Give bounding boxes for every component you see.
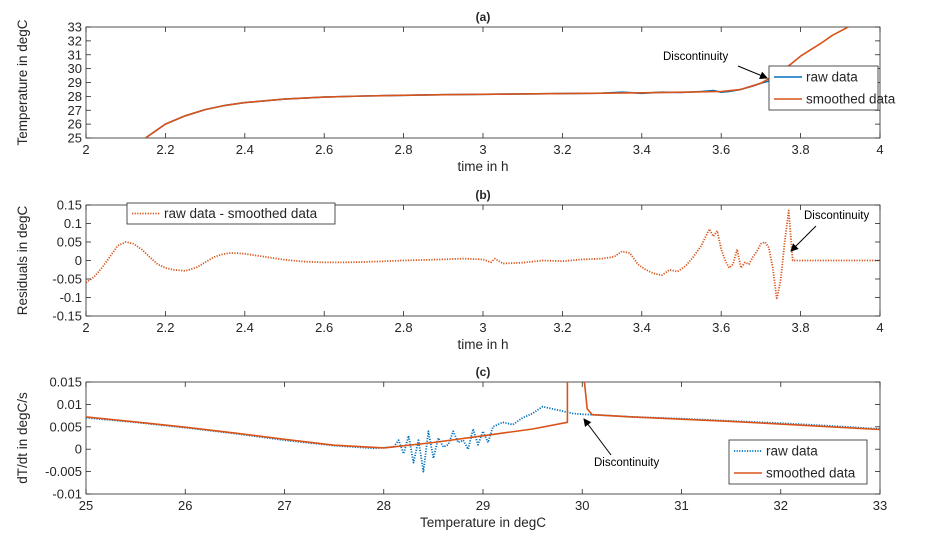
x-tick-label: 30 xyxy=(575,498,589,513)
x-tick-label: 3.4 xyxy=(633,142,651,157)
annotation-text: Discontinuity xyxy=(663,51,728,63)
y-tick-label: 0.01 xyxy=(57,397,82,412)
y-tick-label: 0.005 xyxy=(49,419,82,434)
y-tick-label: 25 xyxy=(68,131,82,146)
x-tick-label: 2.6 xyxy=(315,142,333,157)
panel-title: (b) xyxy=(475,188,490,202)
x-tick-label: 26 xyxy=(178,498,192,513)
y-tick-label: -0.15 xyxy=(52,309,82,324)
x-tick-label: 3 xyxy=(479,320,486,335)
x-tick-label: 3.8 xyxy=(792,320,810,335)
y-tick-label: 0.015 xyxy=(49,375,82,390)
x-tick-label: 2.6 xyxy=(315,320,333,335)
y-tick-label: 31 xyxy=(68,47,82,62)
x-tick-label: 2 xyxy=(82,142,89,157)
y-tick-label: -0.05 xyxy=(52,272,82,287)
x-tick-label: 3.2 xyxy=(553,320,571,335)
y-tick-label: 0 xyxy=(75,253,82,268)
y-tick-label: 29 xyxy=(68,75,82,90)
legend-label: smoothed data xyxy=(766,466,856,481)
y-tick-label: 33 xyxy=(68,20,82,35)
x-tick-label: 29 xyxy=(476,498,490,513)
y-tick-label: -0.005 xyxy=(45,464,82,479)
series-line-smoothed-data xyxy=(86,382,880,449)
x-tick-label: 3.2 xyxy=(553,142,571,157)
x-tick-label: 27 xyxy=(277,498,291,513)
y-tick-label: 0.05 xyxy=(57,235,82,250)
x-tick-label: 2.4 xyxy=(236,142,254,157)
x-tick-label: 3.4 xyxy=(633,320,651,335)
legend-box xyxy=(728,439,868,485)
annotation-text: Discontinuity xyxy=(804,210,869,222)
legend-box xyxy=(126,202,336,225)
plot-area-0 xyxy=(85,26,881,139)
x-axis-label: time in h xyxy=(457,337,508,352)
x-tick-label: 2.4 xyxy=(236,320,254,335)
x-tick-label: 3.6 xyxy=(712,320,730,335)
y-tick-label: -0.1 xyxy=(60,290,82,305)
y-tick-label: -0.01 xyxy=(52,487,82,502)
x-axis-label: time in h xyxy=(457,159,508,174)
x-tick-label: 32 xyxy=(774,498,788,513)
x-axis-label: Temperature in degC xyxy=(420,515,546,530)
y-tick-label: 26 xyxy=(68,117,82,132)
annotation-arrow xyxy=(790,225,817,252)
y-axis-label: Residuals in degC xyxy=(15,205,30,315)
x-tick-label: 4 xyxy=(876,142,883,157)
legend-box xyxy=(768,65,879,111)
annotation-arrow xyxy=(737,65,768,80)
x-tick-label: 28 xyxy=(377,498,391,513)
y-tick-label: 32 xyxy=(68,33,82,48)
x-tick-label: 3.8 xyxy=(792,142,810,157)
series-line-raw-data xyxy=(86,405,880,473)
y-axis-label: dT/dt in degC/s xyxy=(15,392,30,484)
x-tick-label: 3 xyxy=(479,142,486,157)
panel-title: (a) xyxy=(476,10,491,24)
legend-label: raw data xyxy=(766,444,818,459)
y-tick-label: 28 xyxy=(68,89,82,104)
x-tick-label: 3.6 xyxy=(712,142,730,157)
legend-label: smoothed data xyxy=(806,92,896,107)
y-tick-label: 30 xyxy=(68,61,82,76)
panel-title: (c) xyxy=(476,365,491,379)
annotation-arrow xyxy=(583,418,612,456)
y-axis-label: Temperature in degC xyxy=(15,19,30,145)
x-tick-label: 4 xyxy=(876,320,883,335)
series-line-raw-data-smoothed-data xyxy=(86,209,880,301)
annotation-text: Discontinuity xyxy=(594,457,659,469)
legend-label: raw data - smoothed data xyxy=(164,206,318,221)
legend-label: raw data xyxy=(806,70,858,85)
x-tick-label: 2.2 xyxy=(156,320,174,335)
x-tick-label: 33 xyxy=(873,498,887,513)
x-tick-label: 2 xyxy=(82,320,89,335)
y-tick-label: 0.15 xyxy=(57,198,82,213)
x-tick-label: 2.8 xyxy=(395,320,413,335)
x-tick-label: 25 xyxy=(79,498,93,513)
x-tick-label: 31 xyxy=(674,498,688,513)
y-tick-label: 27 xyxy=(68,103,82,118)
x-tick-label: 2.2 xyxy=(156,142,174,157)
y-tick-label: 0 xyxy=(75,442,82,457)
y-tick-label: 0.1 xyxy=(64,216,82,231)
x-tick-label: 2.8 xyxy=(395,142,413,157)
